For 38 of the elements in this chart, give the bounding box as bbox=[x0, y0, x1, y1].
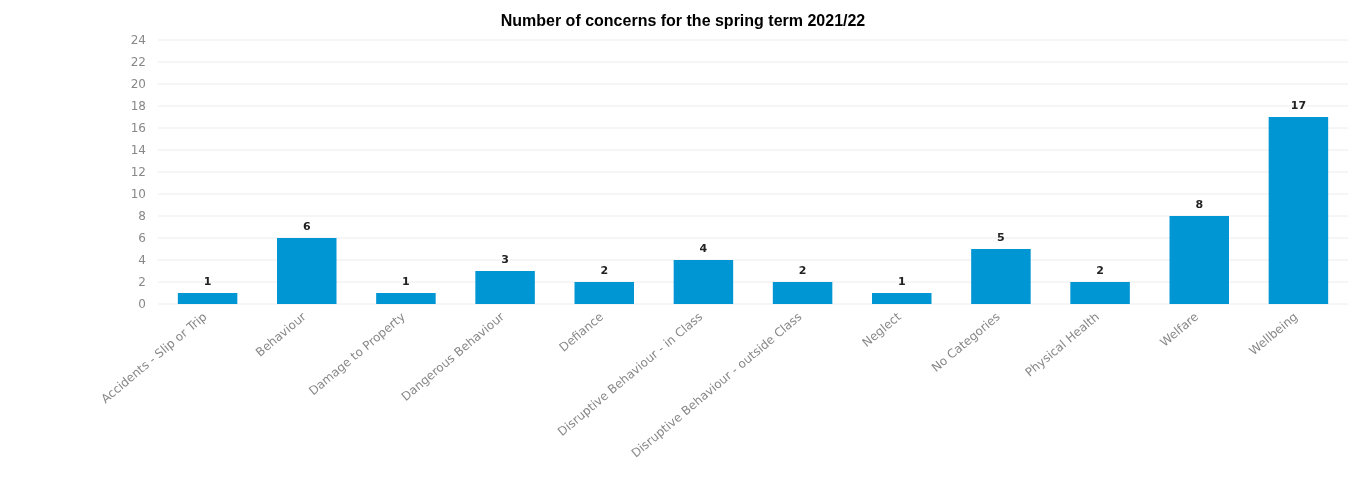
data-label: 1 bbox=[897, 275, 906, 288]
y-tick-label: 16 bbox=[130, 121, 146, 136]
bar bbox=[971, 249, 1031, 304]
y-tick-label: 20 bbox=[130, 77, 146, 92]
bar bbox=[277, 238, 337, 304]
data-label: 8 bbox=[1195, 198, 1204, 211]
bar bbox=[574, 282, 634, 304]
y-tick-label: 4 bbox=[138, 253, 146, 268]
y-tick-label: 18 bbox=[130, 99, 146, 114]
data-label: 2 bbox=[1096, 264, 1104, 277]
y-tick-label: 6 bbox=[138, 231, 146, 246]
data-label: 6 bbox=[302, 220, 311, 233]
y-tick-label: 22 bbox=[130, 55, 146, 70]
bar bbox=[475, 271, 535, 304]
y-tick-label: 14 bbox=[130, 143, 146, 158]
chart-title: Number of concerns for the spring term 2021/22 bbox=[500, 12, 866, 29]
data-label: 2 bbox=[798, 264, 807, 277]
data-label: 4 bbox=[699, 242, 708, 255]
data-label: 1 bbox=[203, 275, 212, 288]
y-tick-label: 12 bbox=[130, 165, 146, 180]
bar bbox=[177, 293, 238, 304]
y-tick-label: 24 bbox=[130, 33, 146, 48]
bar bbox=[673, 260, 734, 304]
y-tick-label: 8 bbox=[138, 209, 146, 224]
bar bbox=[1070, 282, 1130, 304]
data-label: 3 bbox=[501, 253, 509, 266]
data-label: 1 bbox=[402, 275, 410, 288]
y-tick-label: 10 bbox=[130, 187, 146, 202]
y-tick-label: 0 bbox=[138, 297, 146, 312]
bar bbox=[1268, 117, 1329, 304]
bar bbox=[376, 293, 436, 304]
data-label: 2 bbox=[600, 264, 609, 277]
data-label: 17 bbox=[1290, 99, 1307, 112]
bar bbox=[872, 293, 932, 304]
y-tick-label: 2 bbox=[138, 275, 146, 290]
data-label: 5 bbox=[997, 231, 1005, 244]
bar bbox=[1169, 216, 1229, 304]
bar bbox=[772, 282, 833, 304]
